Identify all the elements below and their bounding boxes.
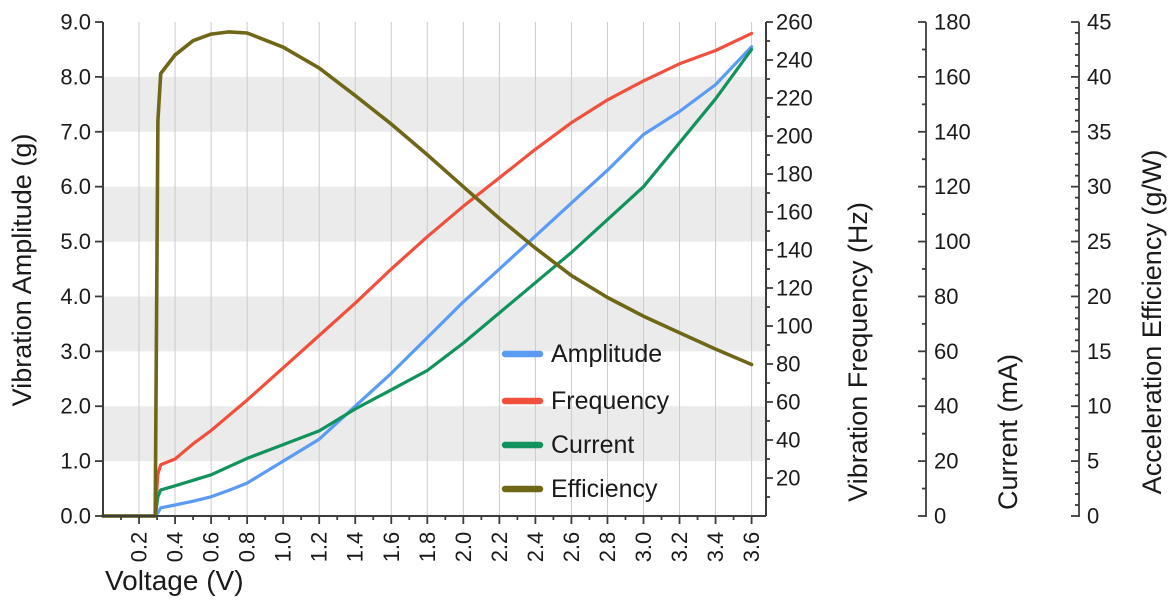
frequency-tick-label: 40 — [776, 428, 800, 453]
frequency-tick-label: 140 — [776, 238, 813, 263]
current-tick-label: 20 — [934, 449, 958, 474]
y-axis-title-amplitude: Vibration Amplitude (g) — [7, 134, 37, 407]
x-tick-label: 2.4 — [523, 532, 548, 563]
legend-label: Amplitude — [551, 340, 662, 368]
amplitude-tick-label: 8.0 — [60, 64, 91, 89]
x-tick-label: 1.8 — [415, 532, 440, 563]
efficiency-tick-label: 45 — [1087, 10, 1111, 35]
current-tick-label: 160 — [934, 64, 971, 89]
frequency-tick-label: 180 — [776, 162, 813, 187]
current-tick-label: 180 — [934, 10, 971, 35]
amplitude-tick-label: 4.0 — [60, 284, 91, 309]
x-tick-label: 1.4 — [343, 532, 368, 563]
legend-item-frequency: Frequency — [501, 387, 670, 415]
efficiency-tick-label: 25 — [1087, 229, 1111, 254]
frequency-tick-label: 80 — [776, 352, 800, 377]
frequency-tick-label: 60 — [776, 390, 800, 415]
x-tick-label: 0.4 — [163, 532, 188, 563]
amplitude-curve — [101, 45, 754, 518]
frequency-tick-label: 260 — [776, 10, 813, 35]
background-bands — [103, 76, 766, 462]
frequency-tick-label: 100 — [776, 314, 813, 339]
legend-item-amplitude: Amplitude — [501, 340, 662, 368]
frequency-tick-label: 20 — [776, 466, 800, 491]
current-tick-label: 120 — [934, 174, 971, 199]
current-tick-label: 100 — [934, 229, 971, 254]
x-tick-label: 1.2 — [307, 532, 332, 563]
amplitude-tick-label: 3.0 — [60, 339, 91, 364]
efficiency-tick-label: 20 — [1087, 284, 1111, 309]
efficiency-tick-label: 35 — [1087, 119, 1111, 144]
legend-item-current: Current — [501, 431, 634, 459]
band — [103, 76, 766, 132]
current-tick-label: 60 — [934, 339, 958, 364]
current-tick-label: 0 — [934, 504, 946, 529]
current-tick-label: 140 — [934, 119, 971, 144]
x-tick-label: 2.8 — [595, 532, 620, 563]
legend-label: Frequency — [551, 387, 670, 415]
amplitude-tick-label: 0.0 — [60, 504, 91, 529]
y-axis-title-current: Current (mA) — [993, 354, 1023, 510]
band — [103, 296, 766, 352]
x-tick-label: 3.2 — [667, 532, 692, 563]
amplitude-tick-label: 5.0 — [60, 229, 91, 254]
frequency-curve — [101, 31, 754, 518]
data-curves — [101, 30, 754, 518]
legend-label: Efficiency — [551, 475, 658, 503]
amplitude-tick-label: 7.0 — [60, 119, 91, 144]
x-tick-label: 2.0 — [451, 532, 476, 563]
legend-item-efficiency: Efficiency — [501, 475, 658, 503]
legend: Amplitude Frequency Current Efficiency — [501, 340, 670, 503]
efficiency-tick-label: 15 — [1087, 339, 1111, 364]
gridlines — [138, 22, 753, 516]
efficiency-tick-label: 10 — [1087, 394, 1111, 419]
efficiency-tick-label: 5 — [1087, 449, 1099, 474]
legend-label: Current — [551, 431, 634, 459]
frequency-tick-label: 220 — [776, 86, 813, 111]
efficiency-curve — [101, 30, 754, 518]
amplitude-tick-label: 9.0 — [60, 10, 91, 35]
x-tick-label: 3.6 — [739, 532, 764, 563]
amplitude-tick-label: 6.0 — [60, 174, 91, 199]
y-axis-title-efficiency: Acceleration Efficiency (g/W) — [1137, 150, 1167, 495]
x-tick-label: 1.6 — [379, 532, 404, 563]
x-tick-label: 3.0 — [631, 532, 656, 563]
efficiency-tick-label: 0 — [1087, 504, 1099, 529]
efficiency-tick-label: 40 — [1087, 64, 1111, 89]
band — [103, 406, 766, 462]
frequency-tick-label: 160 — [776, 200, 813, 225]
current-tick-label: 40 — [934, 394, 958, 419]
x-tick-label: 2.6 — [559, 532, 584, 563]
band — [103, 186, 766, 242]
x-tick-label: 1.0 — [271, 532, 296, 563]
y-axis-title-frequency: Vibration Frequency (Hz) — [843, 202, 873, 502]
efficiency-tick-label: 30 — [1087, 174, 1111, 199]
frequency-tick-label: 120 — [776, 276, 813, 301]
frequency-tick-label: 240 — [776, 48, 813, 73]
axes: 0.2 0.4 0.6 0.8 1.0 1.2 1.4 1.6 1.8 2.0 2.2 2.4 2.6 2… — [60, 10, 1111, 563]
x-tick-label: 0.6 — [199, 532, 224, 563]
amplitude-tick-label: 2.0 — [60, 394, 91, 419]
x-tick-label: 2.2 — [487, 532, 512, 563]
x-tick-label: 3.4 — [703, 532, 728, 563]
amplitude-tick-label: 1.0 — [60, 449, 91, 474]
x-tick-label: 0.8 — [235, 532, 260, 563]
frequency-tick-label: 200 — [776, 124, 813, 149]
current-tick-label: 80 — [934, 284, 958, 309]
current-curve — [101, 47, 754, 518]
x-tick-label: 0.2 — [127, 532, 152, 563]
x-axis-title: Voltage (V) — [105, 565, 244, 596]
